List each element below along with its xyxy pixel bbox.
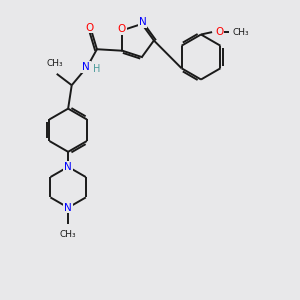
Text: N: N (82, 62, 90, 72)
Text: O: O (215, 27, 223, 37)
Text: O: O (85, 22, 94, 33)
Text: O: O (118, 24, 126, 34)
Text: N: N (64, 202, 72, 213)
Text: CH₃: CH₃ (46, 59, 63, 68)
Text: CH₃: CH₃ (60, 230, 76, 239)
Text: N: N (64, 162, 72, 172)
Text: CH₃: CH₃ (232, 28, 249, 37)
Text: H: H (93, 64, 100, 74)
Text: N: N (139, 17, 146, 28)
